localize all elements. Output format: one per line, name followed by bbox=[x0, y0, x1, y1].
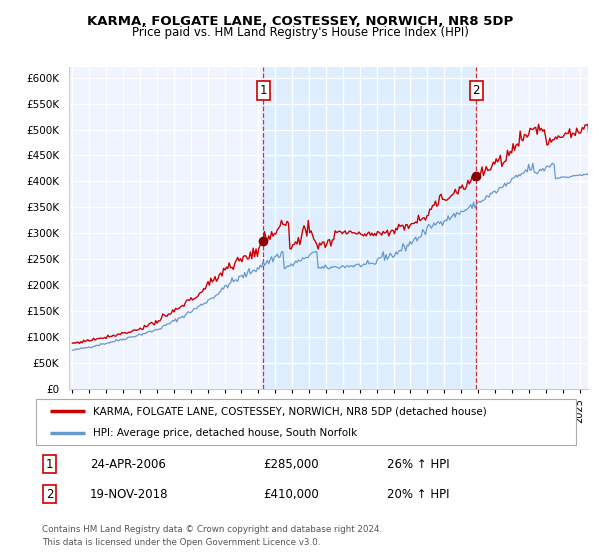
Text: 2: 2 bbox=[46, 488, 53, 501]
Text: 20% ↑ HPI: 20% ↑ HPI bbox=[387, 488, 449, 501]
Text: 1: 1 bbox=[46, 458, 53, 470]
Text: 26% ↑ HPI: 26% ↑ HPI bbox=[387, 458, 449, 470]
Text: HPI: Average price, detached house, South Norfolk: HPI: Average price, detached house, Sout… bbox=[92, 428, 357, 438]
Text: 2: 2 bbox=[473, 84, 480, 97]
Text: 1: 1 bbox=[260, 84, 267, 97]
Text: 24-APR-2006: 24-APR-2006 bbox=[90, 458, 166, 470]
Text: KARMA, FOLGATE LANE, COSTESSEY, NORWICH, NR8 5DP: KARMA, FOLGATE LANE, COSTESSEY, NORWICH,… bbox=[87, 15, 513, 28]
Text: 19-NOV-2018: 19-NOV-2018 bbox=[90, 488, 169, 501]
Text: £410,000: £410,000 bbox=[263, 488, 319, 501]
Bar bbox=[263, 67, 476, 389]
Text: Price paid vs. HM Land Registry's House Price Index (HPI): Price paid vs. HM Land Registry's House … bbox=[131, 26, 469, 39]
Text: Contains HM Land Registry data © Crown copyright and database right 2024.
This d: Contains HM Land Registry data © Crown c… bbox=[42, 525, 382, 548]
Text: KARMA, FOLGATE LANE, COSTESSEY, NORWICH, NR8 5DP (detached house): KARMA, FOLGATE LANE, COSTESSEY, NORWICH,… bbox=[92, 406, 487, 416]
FancyBboxPatch shape bbox=[36, 399, 576, 445]
Text: £285,000: £285,000 bbox=[263, 458, 319, 470]
